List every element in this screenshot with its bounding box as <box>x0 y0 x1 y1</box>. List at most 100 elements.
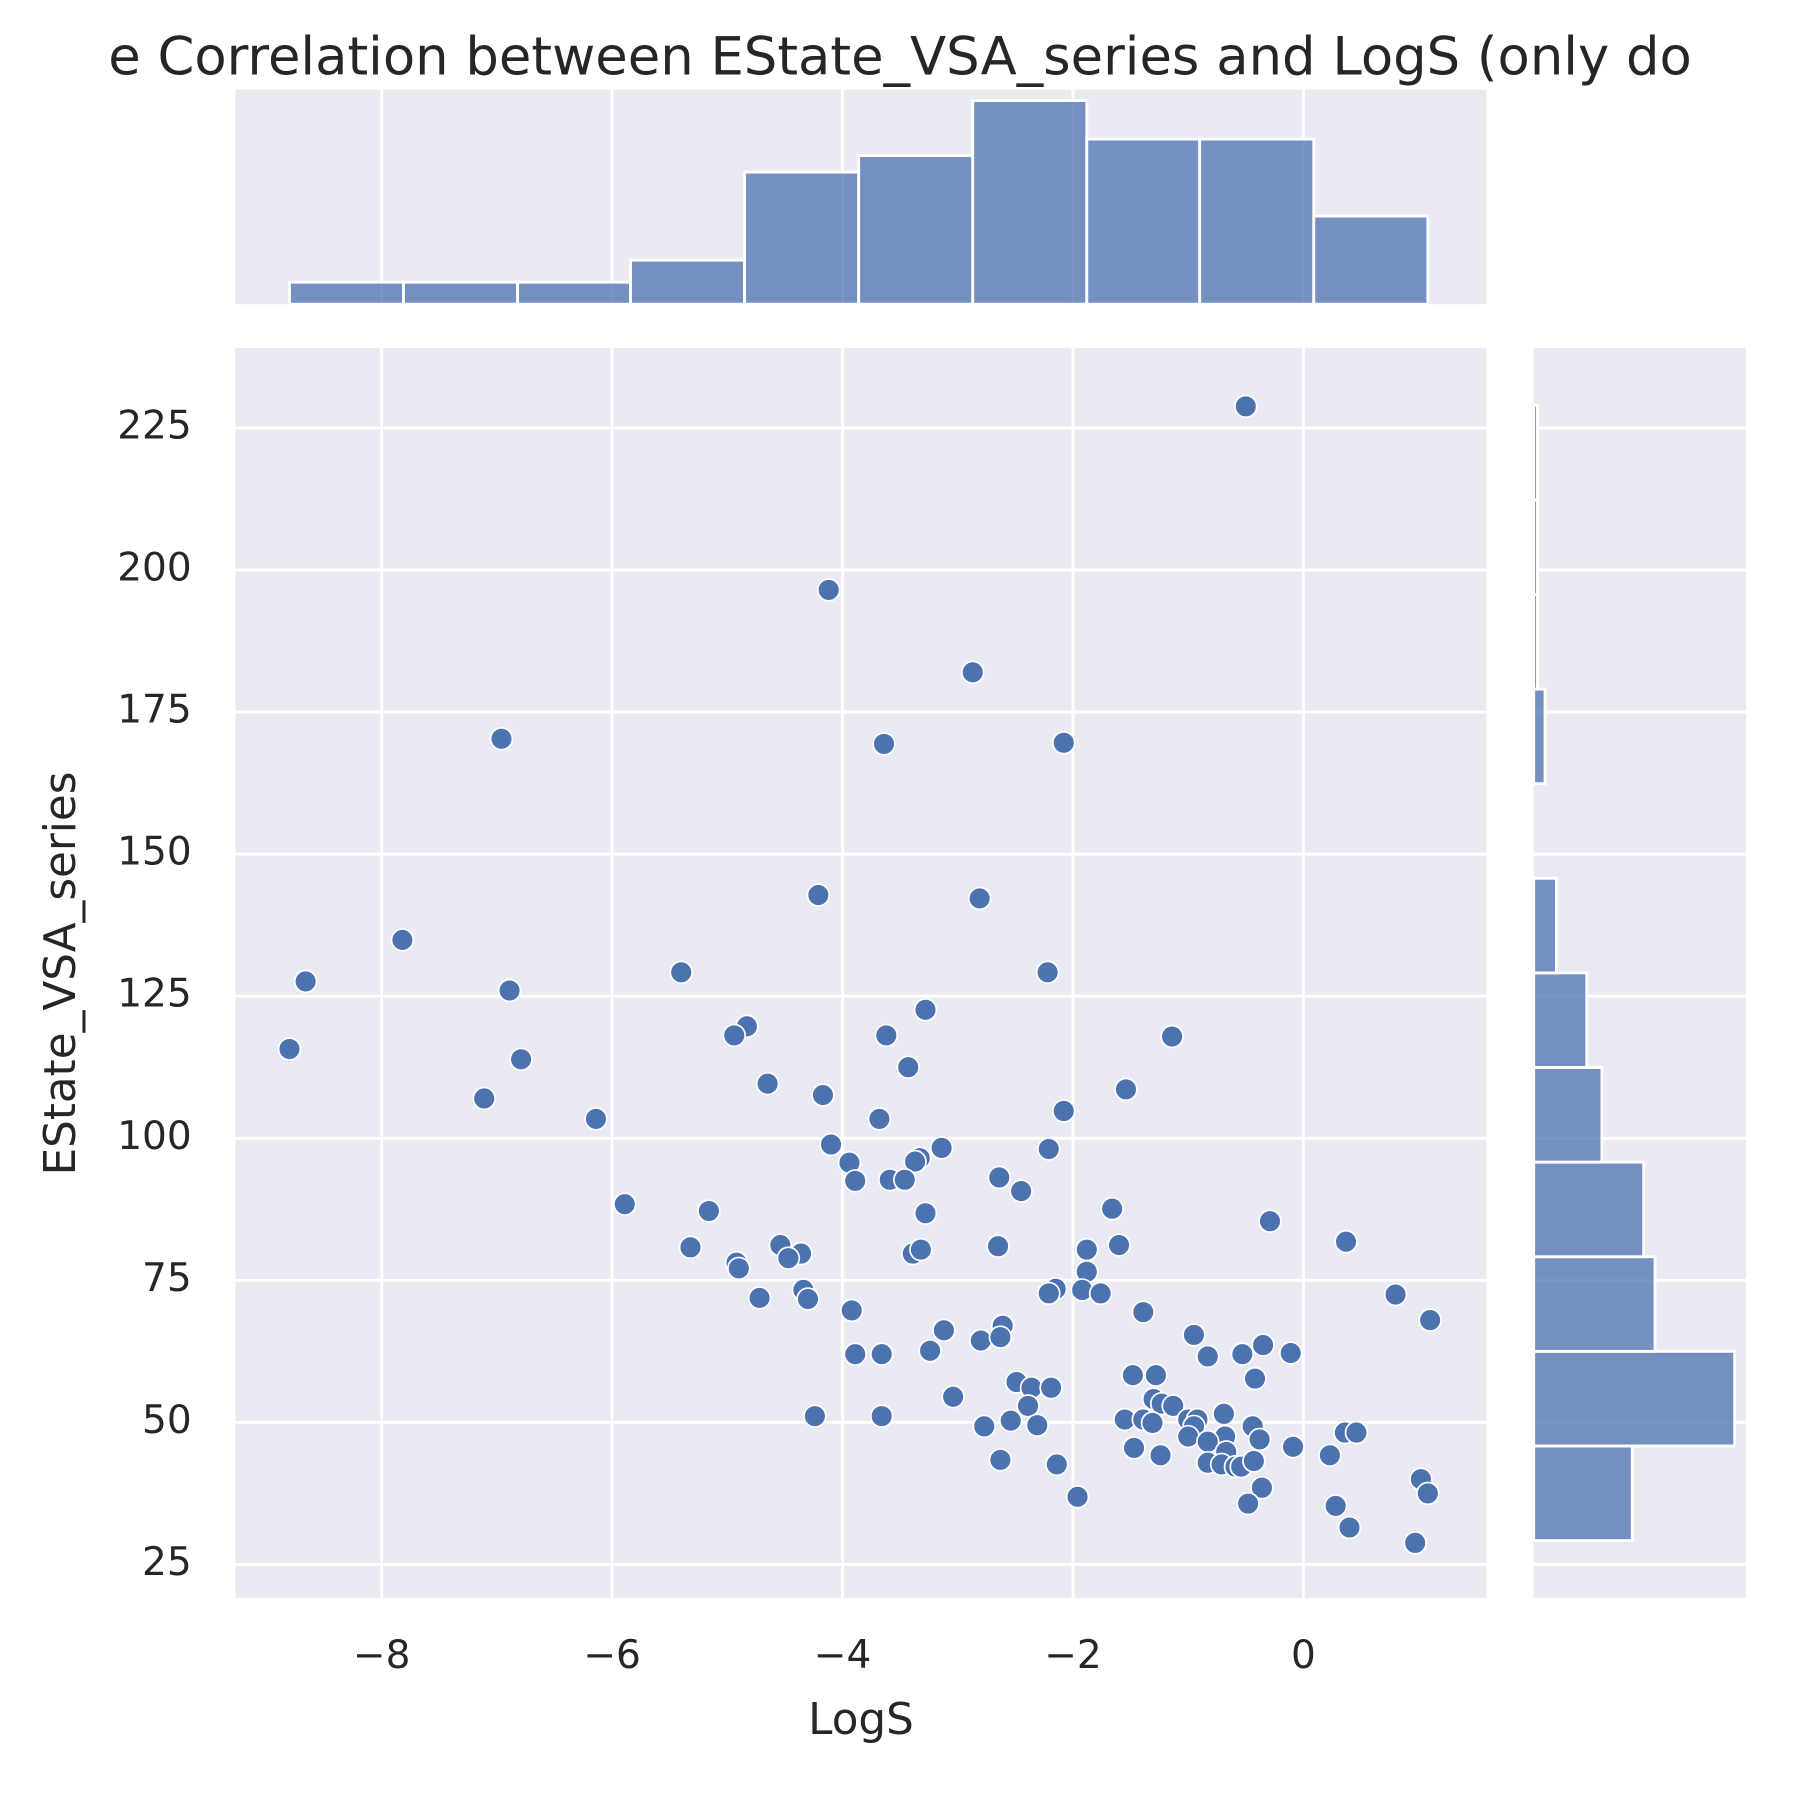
scatter-point <box>1334 1229 1358 1254</box>
scatter-point <box>678 1235 703 1260</box>
scatter-point <box>892 1167 917 1192</box>
x-tick-label: −6 <box>583 1633 641 1678</box>
scatter-point <box>1088 1281 1113 1306</box>
histogram-bar <box>971 99 1089 306</box>
scatter-point <box>1161 1394 1185 1418</box>
histogram-bar <box>1532 1444 1634 1543</box>
scatter-point <box>722 1023 746 1048</box>
grid <box>235 89 1747 1598</box>
histogram-bar <box>1532 593 1539 691</box>
histogram-bar <box>1532 1349 1737 1448</box>
scatter-point <box>747 1286 772 1310</box>
scatter-point <box>1075 1237 1099 1262</box>
scatter-point <box>1251 1333 1275 1357</box>
scatter-point <box>1243 1366 1267 1391</box>
scatter-point <box>843 1342 867 1366</box>
scatter-point <box>613 1192 637 1216</box>
scatter-point <box>941 1385 965 1409</box>
histogram-bar <box>1198 137 1316 306</box>
scatter-point <box>896 1055 920 1079</box>
scatter-point <box>1037 1281 1061 1306</box>
scatter-point <box>869 1342 894 1366</box>
y-axis-label: EState_VSA_series <box>36 772 86 1176</box>
scatter-point <box>1344 1420 1369 1445</box>
histogram-bar <box>1312 214 1430 306</box>
scatter-point <box>988 1448 1013 1472</box>
scatter-point <box>293 969 318 994</box>
histogram-bar <box>1532 1160 1646 1259</box>
scatter-point <box>497 978 522 1003</box>
scatter-point <box>1318 1443 1342 1468</box>
scatter-point <box>998 1408 1023 1433</box>
y-tick-label: 150 <box>117 830 191 875</box>
x-axis-label: LogS <box>808 1695 914 1745</box>
scatter-point <box>1230 1342 1255 1366</box>
histogram-bar <box>1532 1255 1657 1353</box>
scatter-point <box>811 1083 835 1107</box>
scatter-point <box>1278 1341 1303 1365</box>
scatter-point <box>1416 1481 1440 1506</box>
y-tick-label: 200 <box>117 546 191 591</box>
scatter-point <box>972 1414 997 1439</box>
scatter-point <box>1281 1435 1305 1459</box>
histogram-bar <box>1532 403 1539 502</box>
scatter-point <box>1140 1411 1165 1435</box>
scatter-point <box>988 1325 1013 1349</box>
scatter-point <box>1403 1531 1427 1555</box>
scatter-point <box>803 1404 827 1428</box>
scatter-point <box>1114 1077 1138 1102</box>
scatter-point <box>986 1234 1010 1258</box>
scatter-point <box>819 1132 843 1157</box>
y-tick-label: 175 <box>117 688 191 733</box>
histogram-bar <box>288 280 405 306</box>
scatter-point <box>1242 1449 1266 1473</box>
scatter-point <box>1039 1375 1063 1400</box>
scatter-point <box>869 1404 894 1428</box>
scatter-point <box>584 1107 608 1131</box>
scatter-point <box>867 1107 892 1131</box>
scatter-point <box>697 1199 721 1223</box>
y-tick-label: 50 <box>142 1398 192 1443</box>
scatter-point <box>1182 1323 1206 1347</box>
y-tick-label: 25 <box>142 1540 192 1585</box>
scatter-point <box>727 1256 751 1281</box>
scatter-point <box>1247 1427 1272 1452</box>
scatter-point <box>1131 1300 1156 1324</box>
histogram-bar <box>743 170 861 306</box>
histogram-bar <box>1085 137 1202 306</box>
scatter-point <box>1236 1491 1260 1516</box>
scatter-point <box>1176 1424 1200 1449</box>
scatter-point <box>969 1328 993 1353</box>
scatter-point <box>874 1023 899 1048</box>
scatter-point <box>913 998 938 1022</box>
scatter-point <box>1383 1282 1408 1307</box>
scatter-point <box>1337 1515 1362 1540</box>
scatter-point <box>1121 1363 1145 1387</box>
scatter-point <box>669 960 693 985</box>
y-tick-label: 100 <box>117 1114 191 1159</box>
scatter-point <box>1212 1402 1236 1426</box>
scatter-point <box>1025 1413 1050 1437</box>
scatter-point <box>1045 1452 1069 1477</box>
scatter-point <box>1160 1024 1184 1049</box>
y-tick-label: 125 <box>117 972 191 1017</box>
histogram-bar <box>1532 1066 1604 1164</box>
scatter-point <box>1122 1436 1146 1460</box>
histogram-bar <box>857 154 975 306</box>
scatter-point <box>755 1071 780 1096</box>
scatter-point <box>918 1339 942 1363</box>
scatter-point <box>1035 960 1060 985</box>
scatter-point <box>1016 1394 1040 1418</box>
x-tick-label: −4 <box>814 1633 872 1678</box>
scatter-point <box>1148 1443 1173 1468</box>
scatter-point <box>929 1136 954 1160</box>
scatter-point <box>1144 1363 1168 1387</box>
histogram-bar <box>402 280 520 306</box>
y-tick-label: 75 <box>142 1256 192 1301</box>
histogram-bar <box>1532 876 1558 975</box>
scatter-point <box>1051 1099 1076 1123</box>
scatter-point <box>1107 1233 1131 1257</box>
scatter-point <box>1009 1179 1033 1203</box>
